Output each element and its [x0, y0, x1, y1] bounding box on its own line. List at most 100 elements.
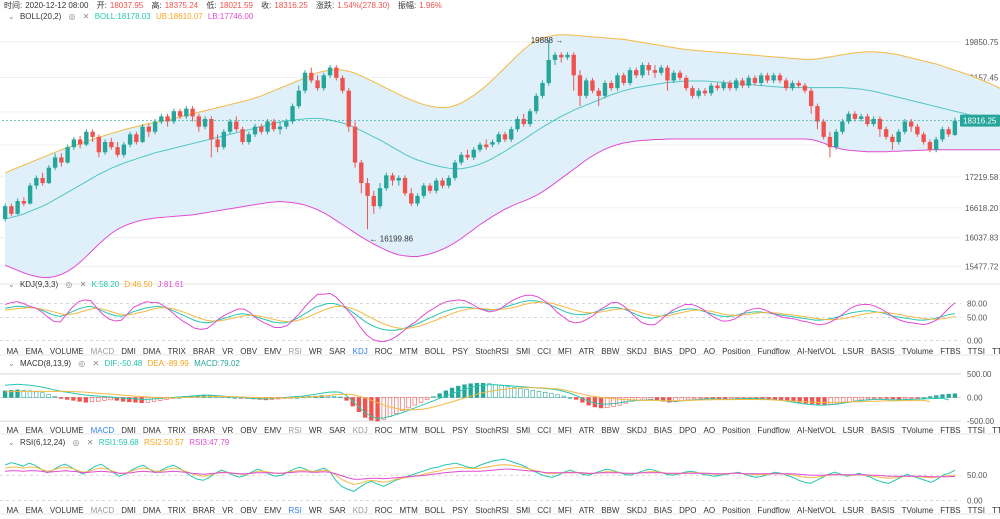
tab-tvolume-r3[interactable]: TVolume — [901, 506, 934, 515]
tab-psy-r1[interactable]: PSY — [452, 347, 469, 356]
tab-ai-netvol-r3[interactable]: AI-NetVOL — [797, 506, 836, 515]
tab-bbw-r1[interactable]: BBW — [601, 347, 620, 356]
tab-lsur-r3[interactable]: LSUR — [842, 506, 865, 515]
eye-icon[interactable]: ◎ — [78, 359, 86, 368]
tab-sar-r1[interactable]: SAR — [329, 347, 346, 356]
tab-rsi-r1[interactable]: RSI — [288, 347, 302, 356]
tab-basis-r2[interactable]: BASIS — [871, 426, 895, 435]
tab-basis-r1[interactable]: BASIS — [871, 347, 895, 356]
tab-brar-r2[interactable]: BRAR — [192, 426, 216, 435]
tab-ttmu-r2[interactable]: TTMU — [991, 426, 1000, 435]
tab-bias-r2[interactable]: BIAS — [653, 426, 673, 435]
tab-ema-r1[interactable]: EMA — [25, 347, 43, 356]
tab-fundflow-r2[interactable]: Fundflow — [757, 426, 790, 435]
tab-boll-r2[interactable]: BOLL — [424, 426, 446, 435]
tab-ttmu-r3[interactable]: TTMU — [991, 506, 1000, 515]
tab-dma-r1[interactable]: DMA — [142, 347, 161, 356]
tab-fundflow-r3[interactable]: Fundflow — [757, 506, 790, 515]
tab-smi-r1[interactable]: SMI — [516, 347, 531, 356]
tab-rsi-r2[interactable]: RSI — [288, 426, 302, 435]
tab-atr-r3[interactable]: ATR — [578, 506, 595, 515]
tab-ai-netvol-r2[interactable]: AI-NetVOL — [797, 426, 836, 435]
tab-dmi-r3[interactable]: DMI — [121, 506, 136, 515]
collapse-icon[interactable]: ⌄ — [8, 438, 15, 447]
tab-dpo-r3[interactable]: DPO — [679, 506, 697, 515]
tab-fundflow-r1[interactable]: Fundflow — [757, 347, 790, 356]
tab-cci-r1[interactable]: CCI — [537, 347, 552, 356]
tab-ai-netvol-r1[interactable]: AI-NetVOL — [797, 347, 836, 356]
tab-trix-r1[interactable]: TRIX — [167, 347, 186, 356]
tab-volume-r1[interactable]: VOLUME — [49, 347, 84, 356]
tab-atr-r2[interactable]: ATR — [578, 426, 595, 435]
close-icon[interactable]: ✕ — [92, 359, 100, 368]
tab-vr-r3[interactable]: VR — [222, 506, 234, 515]
tab-position-r1[interactable]: Position — [722, 347, 751, 356]
tab-ttsi-r2[interactable]: TTSI — [967, 426, 985, 435]
tab-roc-r2[interactable]: ROC — [374, 426, 393, 435]
tab-psy-r2[interactable]: PSY — [452, 426, 469, 435]
tab-trix-r2[interactable]: TRIX — [167, 426, 186, 435]
tab-roc-r1[interactable]: ROC — [374, 347, 393, 356]
tab-mfi-r3[interactable]: MFI — [558, 506, 572, 515]
tab-ttsi-r1[interactable]: TTSI — [967, 347, 985, 356]
tab-mtm-r2[interactable]: MTM — [399, 426, 418, 435]
tab-ma-r2[interactable]: MA — [6, 426, 19, 435]
tab-ftbs-r1[interactable]: FTBS — [940, 347, 961, 356]
eye-icon[interactable]: ◎ — [68, 12, 76, 21]
tab-tvolume-r2[interactable]: TVolume — [901, 426, 934, 435]
tab-boll-r3[interactable]: BOLL — [424, 506, 446, 515]
tab-brar-r1[interactable]: BRAR — [192, 347, 216, 356]
eye-icon[interactable]: ◎ — [65, 280, 73, 289]
tab-ema-r3[interactable]: EMA — [25, 506, 43, 515]
tab-cci-r2[interactable]: CCI — [537, 426, 552, 435]
tab-skdj-r1[interactable]: SKDJ — [626, 347, 647, 356]
tab-brar-r3[interactable]: BRAR — [192, 506, 216, 515]
tab-mfi-r1[interactable]: MFI — [558, 347, 572, 356]
tab-volume-r3[interactable]: VOLUME — [49, 506, 84, 515]
tab-wr-r3[interactable]: WR — [308, 506, 323, 515]
tab-macd-r2[interactable]: MACD — [90, 426, 115, 435]
tab-smi-r3[interactable]: SMI — [516, 506, 531, 515]
collapse-icon[interactable]: ⌄ — [8, 12, 15, 21]
tab-stochrsi-r3[interactable]: StochRSI — [475, 506, 510, 515]
close-icon[interactable]: ✕ — [82, 12, 90, 21]
eye-icon[interactable]: ◎ — [72, 438, 80, 447]
tab-bbw-r3[interactable]: BBW — [601, 506, 620, 515]
tab-wr-r2[interactable]: WR — [308, 426, 323, 435]
tab-psy-r3[interactable]: PSY — [452, 506, 469, 515]
tab-mtm-r3[interactable]: MTM — [399, 506, 418, 515]
tab-ma-r3[interactable]: MA — [6, 506, 19, 515]
tab-macd-r1[interactable]: MACD — [90, 347, 115, 356]
tab-stochrsi-r2[interactable]: StochRSI — [475, 426, 510, 435]
close-icon[interactable]: ✕ — [86, 438, 94, 447]
collapse-icon[interactable]: ⌄ — [8, 359, 15, 368]
tab-sar-r2[interactable]: SAR — [329, 426, 346, 435]
tab-skdj-r3[interactable]: SKDJ — [626, 506, 647, 515]
tab-dmi-r2[interactable]: DMI — [121, 426, 136, 435]
tab-bias-r3[interactable]: BIAS — [653, 506, 673, 515]
tab-emv-r2[interactable]: EMV — [264, 426, 282, 435]
tab-dmi-r1[interactable]: DMI — [121, 347, 136, 356]
tab-stochrsi-r1[interactable]: StochRSI — [475, 347, 510, 356]
tab-ftbs-r2[interactable]: FTBS — [940, 426, 961, 435]
tab-boll-r1[interactable]: BOLL — [424, 347, 446, 356]
tab-dma-r2[interactable]: DMA — [142, 426, 161, 435]
collapse-icon[interactable]: ⌄ — [8, 280, 15, 289]
tab-volume-r2[interactable]: VOLUME — [49, 426, 84, 435]
tab-ftbs-r3[interactable]: FTBS — [940, 506, 961, 515]
tab-ttsi-r3[interactable]: TTSI — [967, 506, 985, 515]
tab-ao-r3[interactable]: AO — [703, 506, 716, 515]
tab-mtm-r1[interactable]: MTM — [399, 347, 418, 356]
tab-smi-r2[interactable]: SMI — [516, 426, 531, 435]
tab-bias-r1[interactable]: BIAS — [653, 347, 673, 356]
tab-ema-r2[interactable]: EMA — [25, 426, 43, 435]
tab-dpo-r2[interactable]: DPO — [679, 426, 697, 435]
tab-basis-r3[interactable]: BASIS — [871, 506, 895, 515]
close-icon[interactable]: ✕ — [79, 280, 87, 289]
tab-kdj-r1[interactable]: KDJ — [352, 347, 368, 356]
tab-emv-r3[interactable]: EMV — [264, 506, 282, 515]
tab-obv-r3[interactable]: OBV — [240, 506, 258, 515]
tab-dpo-r1[interactable]: DPO — [679, 347, 697, 356]
tab-tvolume-r1[interactable]: TVolume — [901, 347, 934, 356]
